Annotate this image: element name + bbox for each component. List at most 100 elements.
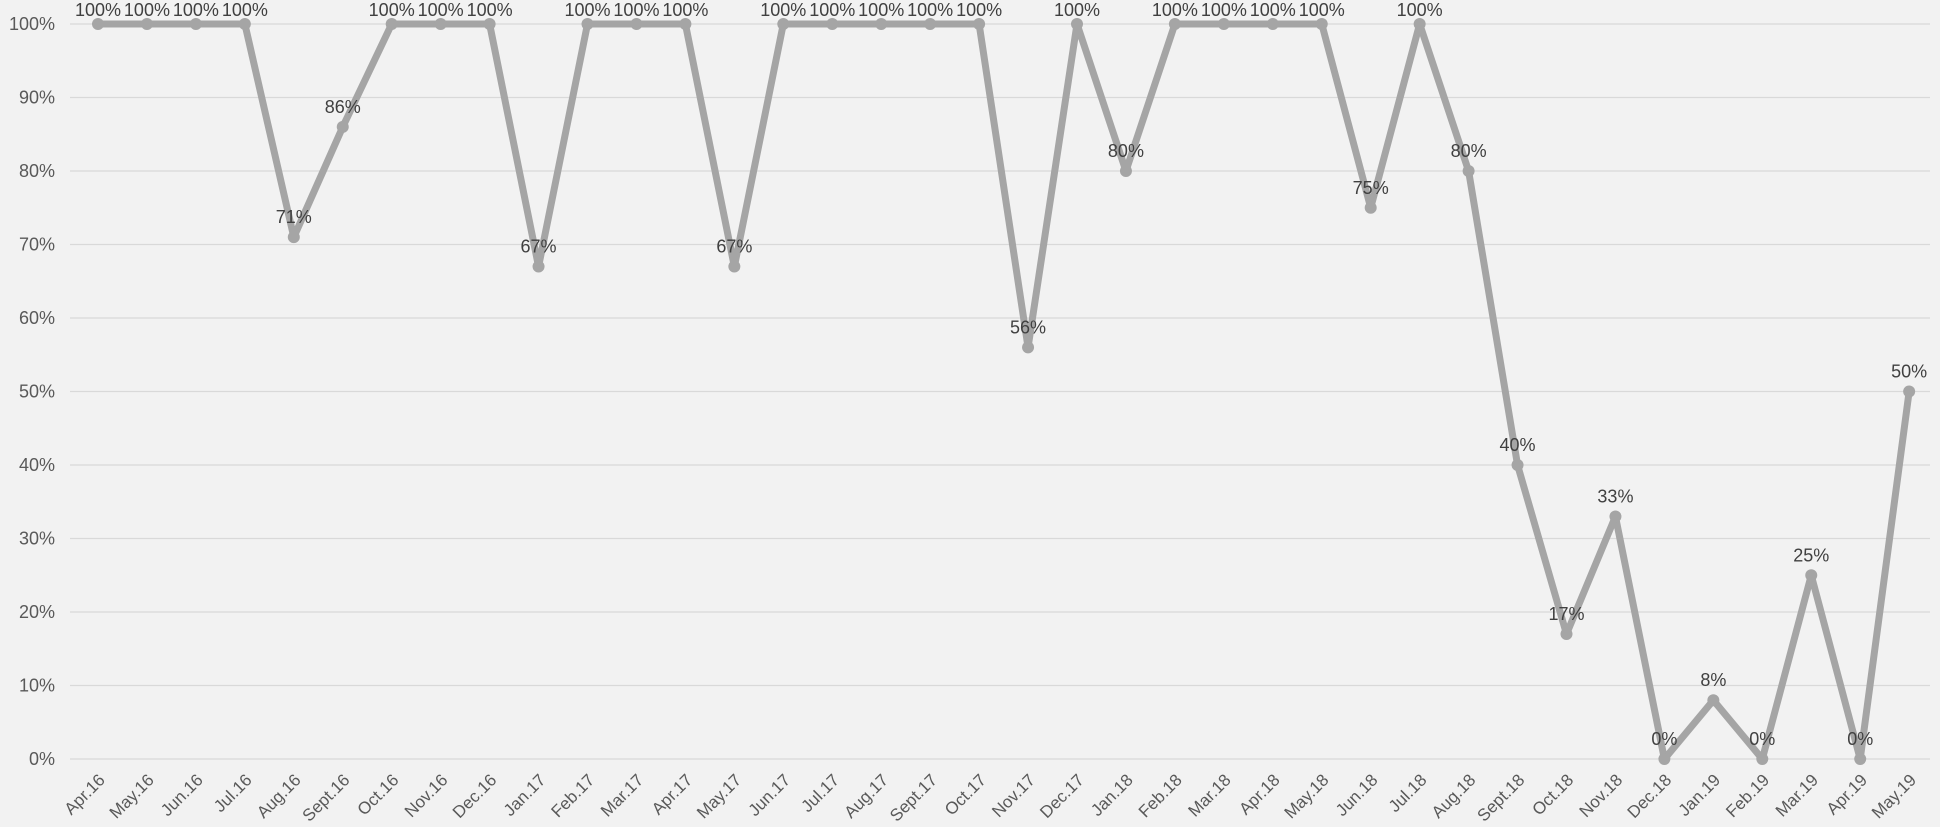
- data-label: 100%: [956, 0, 1002, 20]
- data-label: 100%: [613, 0, 659, 20]
- x-tick-label: May.19: [1868, 770, 1920, 822]
- data-point: [973, 18, 986, 30]
- data-point: [1022, 341, 1035, 354]
- data-label: 67%: [716, 237, 752, 257]
- data-point: [1168, 18, 1181, 30]
- x-tick-label: Nov.17: [988, 770, 1039, 821]
- data-point: [1413, 18, 1426, 30]
- data-point: [1560, 628, 1573, 641]
- x-tick-label: Aug.18: [1428, 770, 1480, 822]
- data-point: [1266, 18, 1279, 30]
- x-tick-label: Nov.16: [401, 770, 452, 821]
- data-label: 25%: [1793, 545, 1829, 565]
- data-label: 75%: [1353, 178, 1389, 198]
- data-label: 100%: [173, 0, 219, 20]
- data-label: 100%: [760, 0, 806, 20]
- x-tick-label: Oct.17: [941, 770, 990, 819]
- x-tick-label: Dec.17: [1036, 770, 1088, 822]
- x-tick-label: Apr.19: [1823, 770, 1871, 818]
- data-point: [924, 18, 937, 30]
- data-point: [1511, 459, 1524, 471]
- data-label: 100%: [75, 0, 121, 20]
- data-point: [1217, 18, 1230, 30]
- x-tick-label: Mar.18: [1184, 770, 1234, 820]
- x-tick-label: May.16: [106, 770, 158, 822]
- x-tick-label: Sept.18: [1474, 770, 1529, 825]
- x-tick-label: Sept.17: [886, 770, 941, 825]
- x-tick-label: Mar.19: [1772, 770, 1822, 820]
- data-label: 100%: [1152, 0, 1198, 20]
- data-label: 100%: [1299, 0, 1345, 20]
- data-point: [1805, 569, 1818, 582]
- data-point: [1609, 510, 1622, 523]
- series-line: [94, 20, 1913, 763]
- x-tick-label: May.18: [1281, 770, 1333, 822]
- x-tick-label: Jul.16: [210, 770, 256, 816]
- data-label: 0%: [1651, 729, 1677, 749]
- data-point: [92, 18, 104, 30]
- data-point: [1315, 18, 1328, 30]
- x-tick-label: Jun.17: [745, 770, 795, 820]
- data-point: [140, 18, 153, 30]
- x-tick-label: Feb.19: [1722, 770, 1773, 821]
- data-label: 0%: [1749, 729, 1775, 749]
- data-point: [1119, 165, 1132, 177]
- data-point: [1364, 201, 1377, 214]
- data-label: 100%: [418, 0, 464, 20]
- x-tick-label: Jul.18: [1385, 770, 1431, 816]
- y-tick-label: 10%: [19, 676, 55, 696]
- data-point: [1658, 753, 1671, 765]
- data-point: [728, 260, 741, 273]
- data-label: 100%: [222, 0, 268, 20]
- x-tick-label: Dec.16: [449, 770, 501, 822]
- data-label: 8%: [1700, 670, 1726, 690]
- x-tick-label: Aug.17: [840, 770, 892, 822]
- data-point: [679, 18, 692, 30]
- data-point: [189, 18, 202, 30]
- y-tick-label: 80%: [19, 161, 55, 181]
- data-label: 100%: [124, 0, 170, 20]
- data-label: 100%: [662, 0, 708, 20]
- data-label: 100%: [467, 0, 513, 20]
- data-label: 56%: [1010, 317, 1046, 337]
- y-tick-label: 30%: [19, 529, 55, 549]
- x-tick-label: Jan.17: [500, 770, 550, 820]
- data-point: [1707, 694, 1720, 707]
- data-label: 40%: [1500, 435, 1536, 455]
- x-tick-label: Apr.18: [1235, 770, 1283, 818]
- data-label: 100%: [907, 0, 953, 20]
- data-label: 33%: [1597, 486, 1633, 506]
- x-tick-label: Jan.18: [1087, 770, 1137, 820]
- x-tick-label: Dec.18: [1624, 770, 1676, 822]
- x-tick-label: Oct.16: [354, 770, 403, 819]
- x-tick-label: Feb.18: [1135, 770, 1186, 821]
- data-point: [1854, 753, 1867, 765]
- data-label: 80%: [1108, 141, 1144, 161]
- x-tick-label: Jun.18: [1332, 770, 1382, 820]
- x-tick-label: Jul.17: [798, 770, 844, 816]
- data-point: [777, 18, 790, 30]
- data-point: [1756, 753, 1769, 765]
- data-point: [1903, 385, 1916, 398]
- data-label: 50%: [1891, 362, 1927, 382]
- x-tick-label: Apr.16: [61, 770, 109, 818]
- data-label: 100%: [858, 0, 904, 20]
- data-label: 100%: [369, 0, 415, 20]
- data-point: [1071, 18, 1083, 30]
- data-point: [1462, 165, 1475, 177]
- x-tick-label: Feb.17: [547, 770, 598, 821]
- data-point: [336, 120, 349, 133]
- x-tick-label: Jan.19: [1675, 770, 1725, 820]
- x-tick-label: Aug.16: [253, 770, 305, 822]
- y-tick-label: 70%: [19, 235, 55, 255]
- x-tick-label: Mar.17: [597, 770, 647, 820]
- y-tick-label: 20%: [19, 602, 55, 622]
- y-tick-label: 60%: [19, 308, 55, 328]
- data-label: 86%: [325, 97, 361, 117]
- data-point: [385, 18, 398, 30]
- y-tick-label: 50%: [19, 382, 55, 402]
- data-point: [875, 18, 888, 30]
- y-tick-label: 0%: [29, 749, 55, 769]
